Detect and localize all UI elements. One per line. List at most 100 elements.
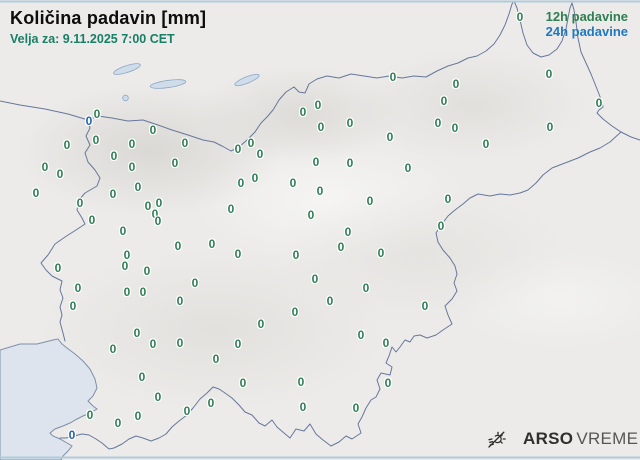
station-value: 0 bbox=[128, 160, 136, 174]
station-value: 0 bbox=[176, 336, 184, 350]
station-value: 0 bbox=[251, 171, 259, 185]
station-value: 0 bbox=[143, 264, 151, 278]
lakes bbox=[113, 63, 260, 102]
station-value: 0 bbox=[74, 281, 82, 295]
station-value: 0 bbox=[32, 186, 40, 200]
station-value: 0 bbox=[384, 376, 392, 390]
station-value: 0 bbox=[247, 136, 255, 150]
station-value: 0 bbox=[292, 248, 300, 262]
station-value: 0 bbox=[451, 121, 459, 135]
station-value: 0 bbox=[434, 116, 442, 130]
station-value: 0 bbox=[316, 184, 324, 198]
station-value: 0 bbox=[452, 77, 460, 91]
station-value: 0 bbox=[119, 224, 127, 238]
station-value: 0 bbox=[386, 130, 394, 144]
title-block: Količina padavin [mm] Velja za: 9.11.202… bbox=[10, 8, 206, 46]
station-value: 0 bbox=[149, 123, 157, 137]
slovenia-border bbox=[0, 0, 640, 450]
adriatic-sea bbox=[0, 338, 98, 460]
station-value: 0 bbox=[212, 352, 220, 366]
station-value: 0 bbox=[362, 281, 370, 295]
station-value: 0 bbox=[123, 248, 131, 262]
station-value: 0 bbox=[289, 176, 297, 190]
station-value: 0 bbox=[41, 160, 49, 174]
station-value: 0 bbox=[149, 337, 157, 351]
station-value: 0 bbox=[299, 400, 307, 414]
station-value: 0 bbox=[133, 326, 141, 340]
station-value: 0 bbox=[121, 259, 129, 273]
legend-item-24h[interactable]: 24h padavine bbox=[545, 24, 628, 39]
station-value: 0 bbox=[437, 219, 445, 233]
station-value: 0 bbox=[444, 192, 452, 206]
station-value: 0 bbox=[183, 404, 191, 418]
brand-arso: ARSO bbox=[523, 429, 574, 448]
station-value: 0 bbox=[257, 317, 265, 331]
station-value: 0 bbox=[154, 390, 162, 404]
station-value: 0 bbox=[516, 10, 524, 24]
station-value: 0 bbox=[234, 142, 242, 156]
station-value: 0 bbox=[344, 225, 352, 239]
station-value: 0 bbox=[154, 214, 162, 228]
station-value: 0 bbox=[234, 337, 242, 351]
station-value: 0 bbox=[69, 299, 77, 313]
station-value: 0 bbox=[297, 375, 305, 389]
station-value: 0 bbox=[337, 240, 345, 254]
station-value: 0 bbox=[144, 199, 152, 213]
station-value: 0 bbox=[207, 396, 215, 410]
station-value: 0 bbox=[76, 196, 84, 210]
station-value: 0 bbox=[134, 180, 142, 194]
station-value: 0 bbox=[366, 194, 374, 208]
legend-item-12h[interactable]: 12h padavine bbox=[545, 9, 628, 24]
station-value: 0 bbox=[389, 70, 397, 84]
weather-sun-icon bbox=[488, 431, 506, 448]
station-value: 0 bbox=[181, 136, 189, 150]
station-value: 0 bbox=[109, 187, 117, 201]
station-value: 0 bbox=[299, 105, 307, 119]
station-value: 0 bbox=[256, 147, 264, 161]
station-value: 0 bbox=[382, 336, 390, 350]
station-value: 0 bbox=[191, 276, 199, 290]
station-value: 0 bbox=[326, 294, 334, 308]
station-value: 0 bbox=[92, 133, 100, 147]
brand-vreme: VREME bbox=[576, 429, 639, 448]
page-title: Količina padavin [mm] bbox=[10, 8, 207, 28]
station-value: 0 bbox=[346, 156, 354, 170]
station-value: 0 bbox=[311, 272, 319, 286]
station-value: 0 bbox=[357, 328, 365, 342]
station-value: 0 bbox=[155, 196, 163, 210]
station-value: 0 bbox=[346, 116, 354, 130]
station-value: 0 bbox=[151, 207, 159, 221]
station-value: 0 bbox=[174, 239, 182, 253]
station-value: 0 bbox=[227, 202, 235, 216]
station-value: 0 bbox=[123, 285, 131, 299]
station-value: 0 bbox=[134, 409, 142, 423]
station-value: 0 bbox=[314, 98, 322, 112]
station-value: 0 bbox=[88, 213, 96, 227]
station-value: 0 bbox=[317, 120, 325, 134]
station-value: 0 bbox=[68, 428, 76, 442]
station-value: 0 bbox=[109, 342, 117, 356]
station-value: 0 bbox=[128, 137, 136, 151]
station-value: 0 bbox=[421, 299, 429, 313]
station-value: 0 bbox=[86, 408, 94, 422]
station-value: 0 bbox=[545, 67, 553, 81]
station-value: 0 bbox=[404, 161, 412, 175]
brand-text: ARSO VREME bbox=[523, 429, 638, 449]
station-value: 0 bbox=[114, 416, 122, 430]
station-value: 0 bbox=[237, 176, 245, 190]
station-value: 0 bbox=[239, 376, 247, 390]
station-value: 0 bbox=[482, 137, 490, 151]
station-value: 0 bbox=[546, 120, 554, 134]
station-value: 0 bbox=[176, 294, 184, 308]
station-value: 0 bbox=[440, 94, 448, 108]
station-value: 0 bbox=[138, 370, 146, 384]
legend: 12h padavine 24h padavine bbox=[546, 9, 628, 39]
station-value: 0 bbox=[54, 261, 62, 275]
station-value: 0 bbox=[110, 149, 118, 163]
station-value: 0 bbox=[307, 208, 315, 222]
station-value: 0 bbox=[85, 114, 93, 128]
station-value: 0 bbox=[63, 138, 71, 152]
